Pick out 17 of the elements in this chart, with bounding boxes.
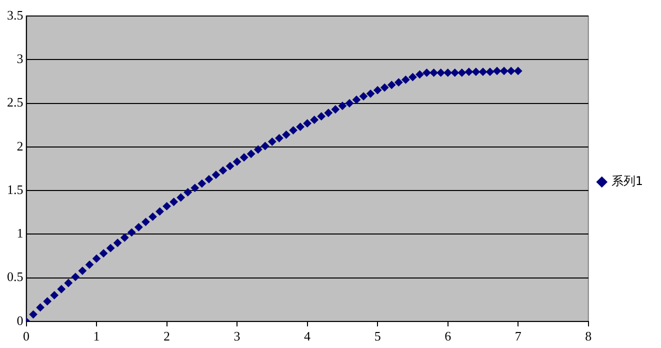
y-tick-label: 2 bbox=[16, 138, 24, 154]
x-tick-label: 5 bbox=[374, 328, 381, 344]
y-tick-label: 2.5 bbox=[7, 94, 24, 110]
y-tick-label: 0 bbox=[16, 312, 24, 328]
x-tick-label: 2 bbox=[164, 328, 170, 344]
y-tick-label: 3.5 bbox=[7, 7, 24, 22]
y-tick-label: 0.5 bbox=[7, 269, 24, 284]
y-tick-label: 3 bbox=[16, 51, 24, 66]
x-tick-label: 3 bbox=[234, 328, 240, 344]
x-tick-label: 4 bbox=[304, 328, 312, 344]
legend-label: 系列1 bbox=[611, 174, 644, 188]
y-tick-label: 1.5 bbox=[7, 182, 24, 197]
y-tick-label: 1 bbox=[16, 226, 24, 241]
x-tick-label: 1 bbox=[93, 328, 100, 344]
x-tick-label: 7 bbox=[514, 328, 522, 344]
x-tick-label: 8 bbox=[585, 328, 592, 344]
x-tick-label: 6 bbox=[444, 328, 452, 344]
